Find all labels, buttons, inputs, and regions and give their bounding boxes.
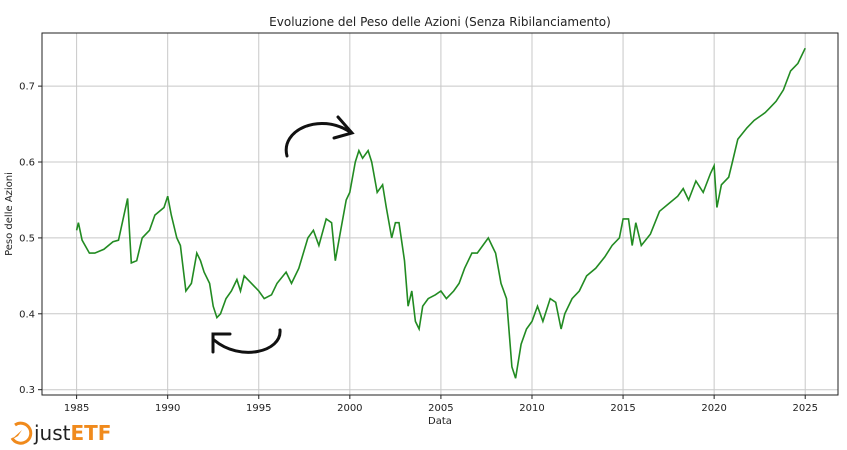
x-tick-label: 2005 (428, 403, 453, 414)
y-tick-label: 0.7 (19, 82, 35, 93)
logo-mark-icon (10, 421, 33, 445)
x-tick-label: 2015 (610, 403, 635, 414)
arrow-down-annotation (211, 328, 282, 354)
x-tick-label: 2025 (792, 403, 817, 414)
x-tick-label: 1985 (64, 403, 89, 414)
logo-text-just: just (34, 421, 71, 445)
logo-text-etf: ETF (70, 421, 112, 445)
arrow-up-annotation (284, 115, 355, 158)
x-tick-label: 2010 (519, 403, 544, 414)
x-tick-label: 1990 (155, 403, 180, 414)
x-tick-label: 1995 (246, 403, 271, 414)
y-tick-label: 0.4 (19, 309, 35, 320)
y-tick-label: 0.3 (19, 385, 35, 396)
plot-frame (41, 32, 839, 396)
justetf-logo: just ETF (8, 420, 111, 446)
chart-title: Evoluzione del Peso delle Azioni (Senza … (269, 15, 611, 29)
y-tick-label: 0.5 (19, 233, 35, 244)
x-tick-label: 2020 (701, 403, 726, 414)
x-axis-label: Data (428, 416, 452, 427)
y-axis-label: Peso delle Azioni (4, 172, 15, 256)
y-tick-label: 0.6 (19, 158, 35, 169)
x-tick-label: 2000 (337, 403, 362, 414)
series-line (75, 47, 806, 379)
